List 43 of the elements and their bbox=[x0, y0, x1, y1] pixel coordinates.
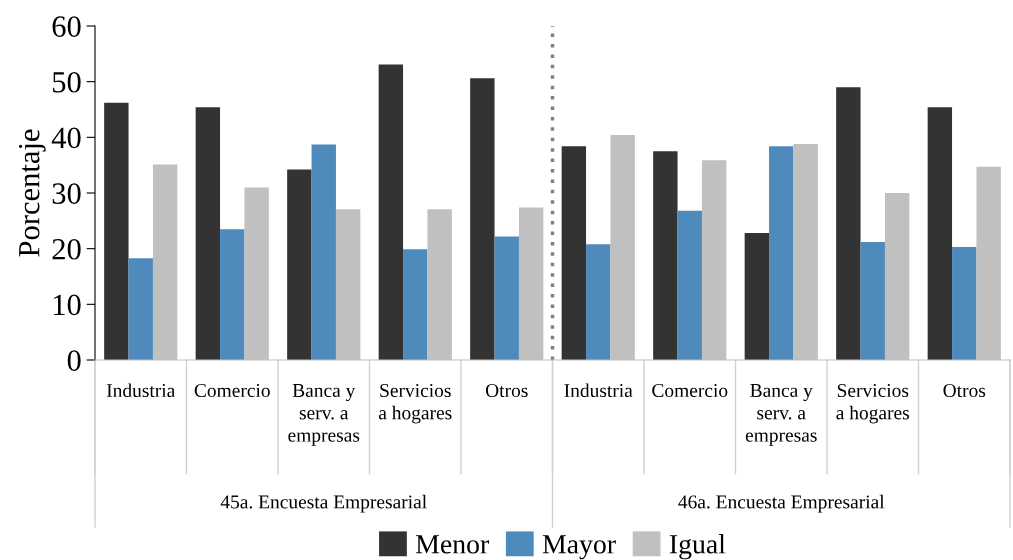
bar bbox=[744, 233, 770, 360]
text: 46a. Encuesta Empresarial bbox=[678, 494, 885, 513]
y-axis-title: Porcentaje bbox=[18, 129, 46, 257]
x-tick-label: Industria bbox=[564, 383, 633, 398]
x-tick-label: Industria bbox=[106, 383, 176, 398]
bar bbox=[195, 107, 221, 360]
y-tick-label: 0 bbox=[67, 350, 81, 371]
bar bbox=[128, 258, 153, 360]
bar bbox=[927, 107, 953, 360]
legend-label: Mayor bbox=[542, 535, 616, 560]
y-tick-label: 30 bbox=[52, 183, 81, 204]
bar bbox=[403, 249, 428, 360]
legend-label: Igual bbox=[669, 534, 726, 560]
bar bbox=[220, 229, 245, 360]
x-tick-label: Comercio bbox=[194, 384, 270, 398]
x-tick-label: Otros bbox=[485, 384, 528, 398]
bar bbox=[311, 144, 336, 360]
bar bbox=[287, 169, 312, 360]
bar bbox=[378, 64, 404, 360]
bar bbox=[653, 151, 678, 360]
bar bbox=[677, 210, 702, 360]
y-tick-label: 20 bbox=[52, 238, 81, 260]
bar bbox=[836, 87, 861, 360]
bar bbox=[561, 146, 587, 360]
x-tick-label: Otros bbox=[943, 384, 986, 398]
legend-label: Menor bbox=[415, 535, 489, 554]
x-tick-label: Banca y serv. a empresas bbox=[288, 384, 360, 446]
bar bbox=[586, 244, 611, 360]
y-tick-label: 60 bbox=[52, 16, 81, 37]
bar bbox=[952, 247, 977, 360]
x-tick-label: Servicios a hogares bbox=[836, 384, 910, 424]
y-tick-label: 40 bbox=[51, 127, 81, 149]
x-tick-label: Comercio bbox=[652, 384, 728, 398]
text: 45a. Encuesta Empresarial bbox=[220, 494, 427, 513]
bar bbox=[104, 102, 129, 360]
bar bbox=[769, 146, 794, 360]
y-tick-label: 10 bbox=[53, 294, 81, 316]
bar bbox=[494, 236, 519, 360]
x-tick-label: Servicios a hogares bbox=[378, 384, 452, 424]
bar bbox=[470, 78, 495, 360]
y-tick-label: 50 bbox=[53, 71, 81, 93]
x-tick-label: Banca y serv. a empresas bbox=[745, 384, 817, 446]
bar bbox=[860, 241, 885, 360]
